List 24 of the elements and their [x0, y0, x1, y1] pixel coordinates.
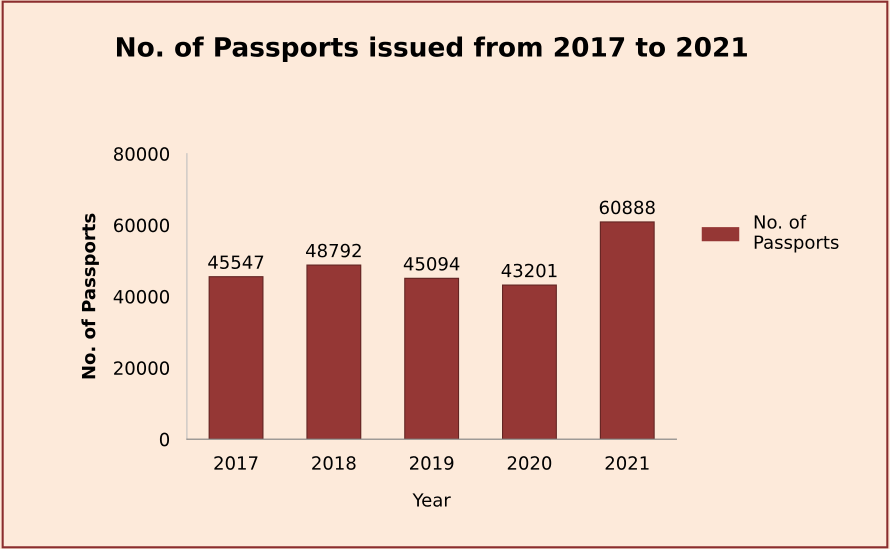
data-label: 45094	[404, 256, 460, 271]
bar	[404, 278, 460, 440]
y-tick-label: 60000	[114, 218, 170, 232]
data-label: 48792	[306, 244, 361, 258]
data-label: 60888	[600, 200, 655, 214]
x-tick-label: 2017	[214, 456, 258, 470]
y-tick-label: 0	[160, 432, 170, 446]
y-tick-label: 20000	[114, 361, 170, 375]
bar	[208, 276, 264, 440]
y-axis-title: No. of Passports	[81, 214, 99, 378]
bar	[600, 221, 655, 440]
y-tick-label: 80000	[114, 147, 170, 161]
bar	[306, 264, 362, 440]
x-tick-label: 2021	[606, 456, 649, 470]
legend-label: No. of Passports	[754, 214, 838, 252]
data-label: 43201	[502, 264, 557, 278]
x-tick-label: 2019	[410, 456, 454, 470]
x-tick-label: 2020	[508, 456, 552, 470]
chart-title: No. of Passports issued from 2017 to 2021	[117, 36, 747, 62]
x-tick-label: 2018	[312, 456, 356, 470]
data-label: 45547	[208, 256, 264, 269]
y-tick-label: 40000	[114, 290, 170, 304]
bar	[502, 284, 557, 440]
x-axis-title: Year	[412, 493, 451, 507]
